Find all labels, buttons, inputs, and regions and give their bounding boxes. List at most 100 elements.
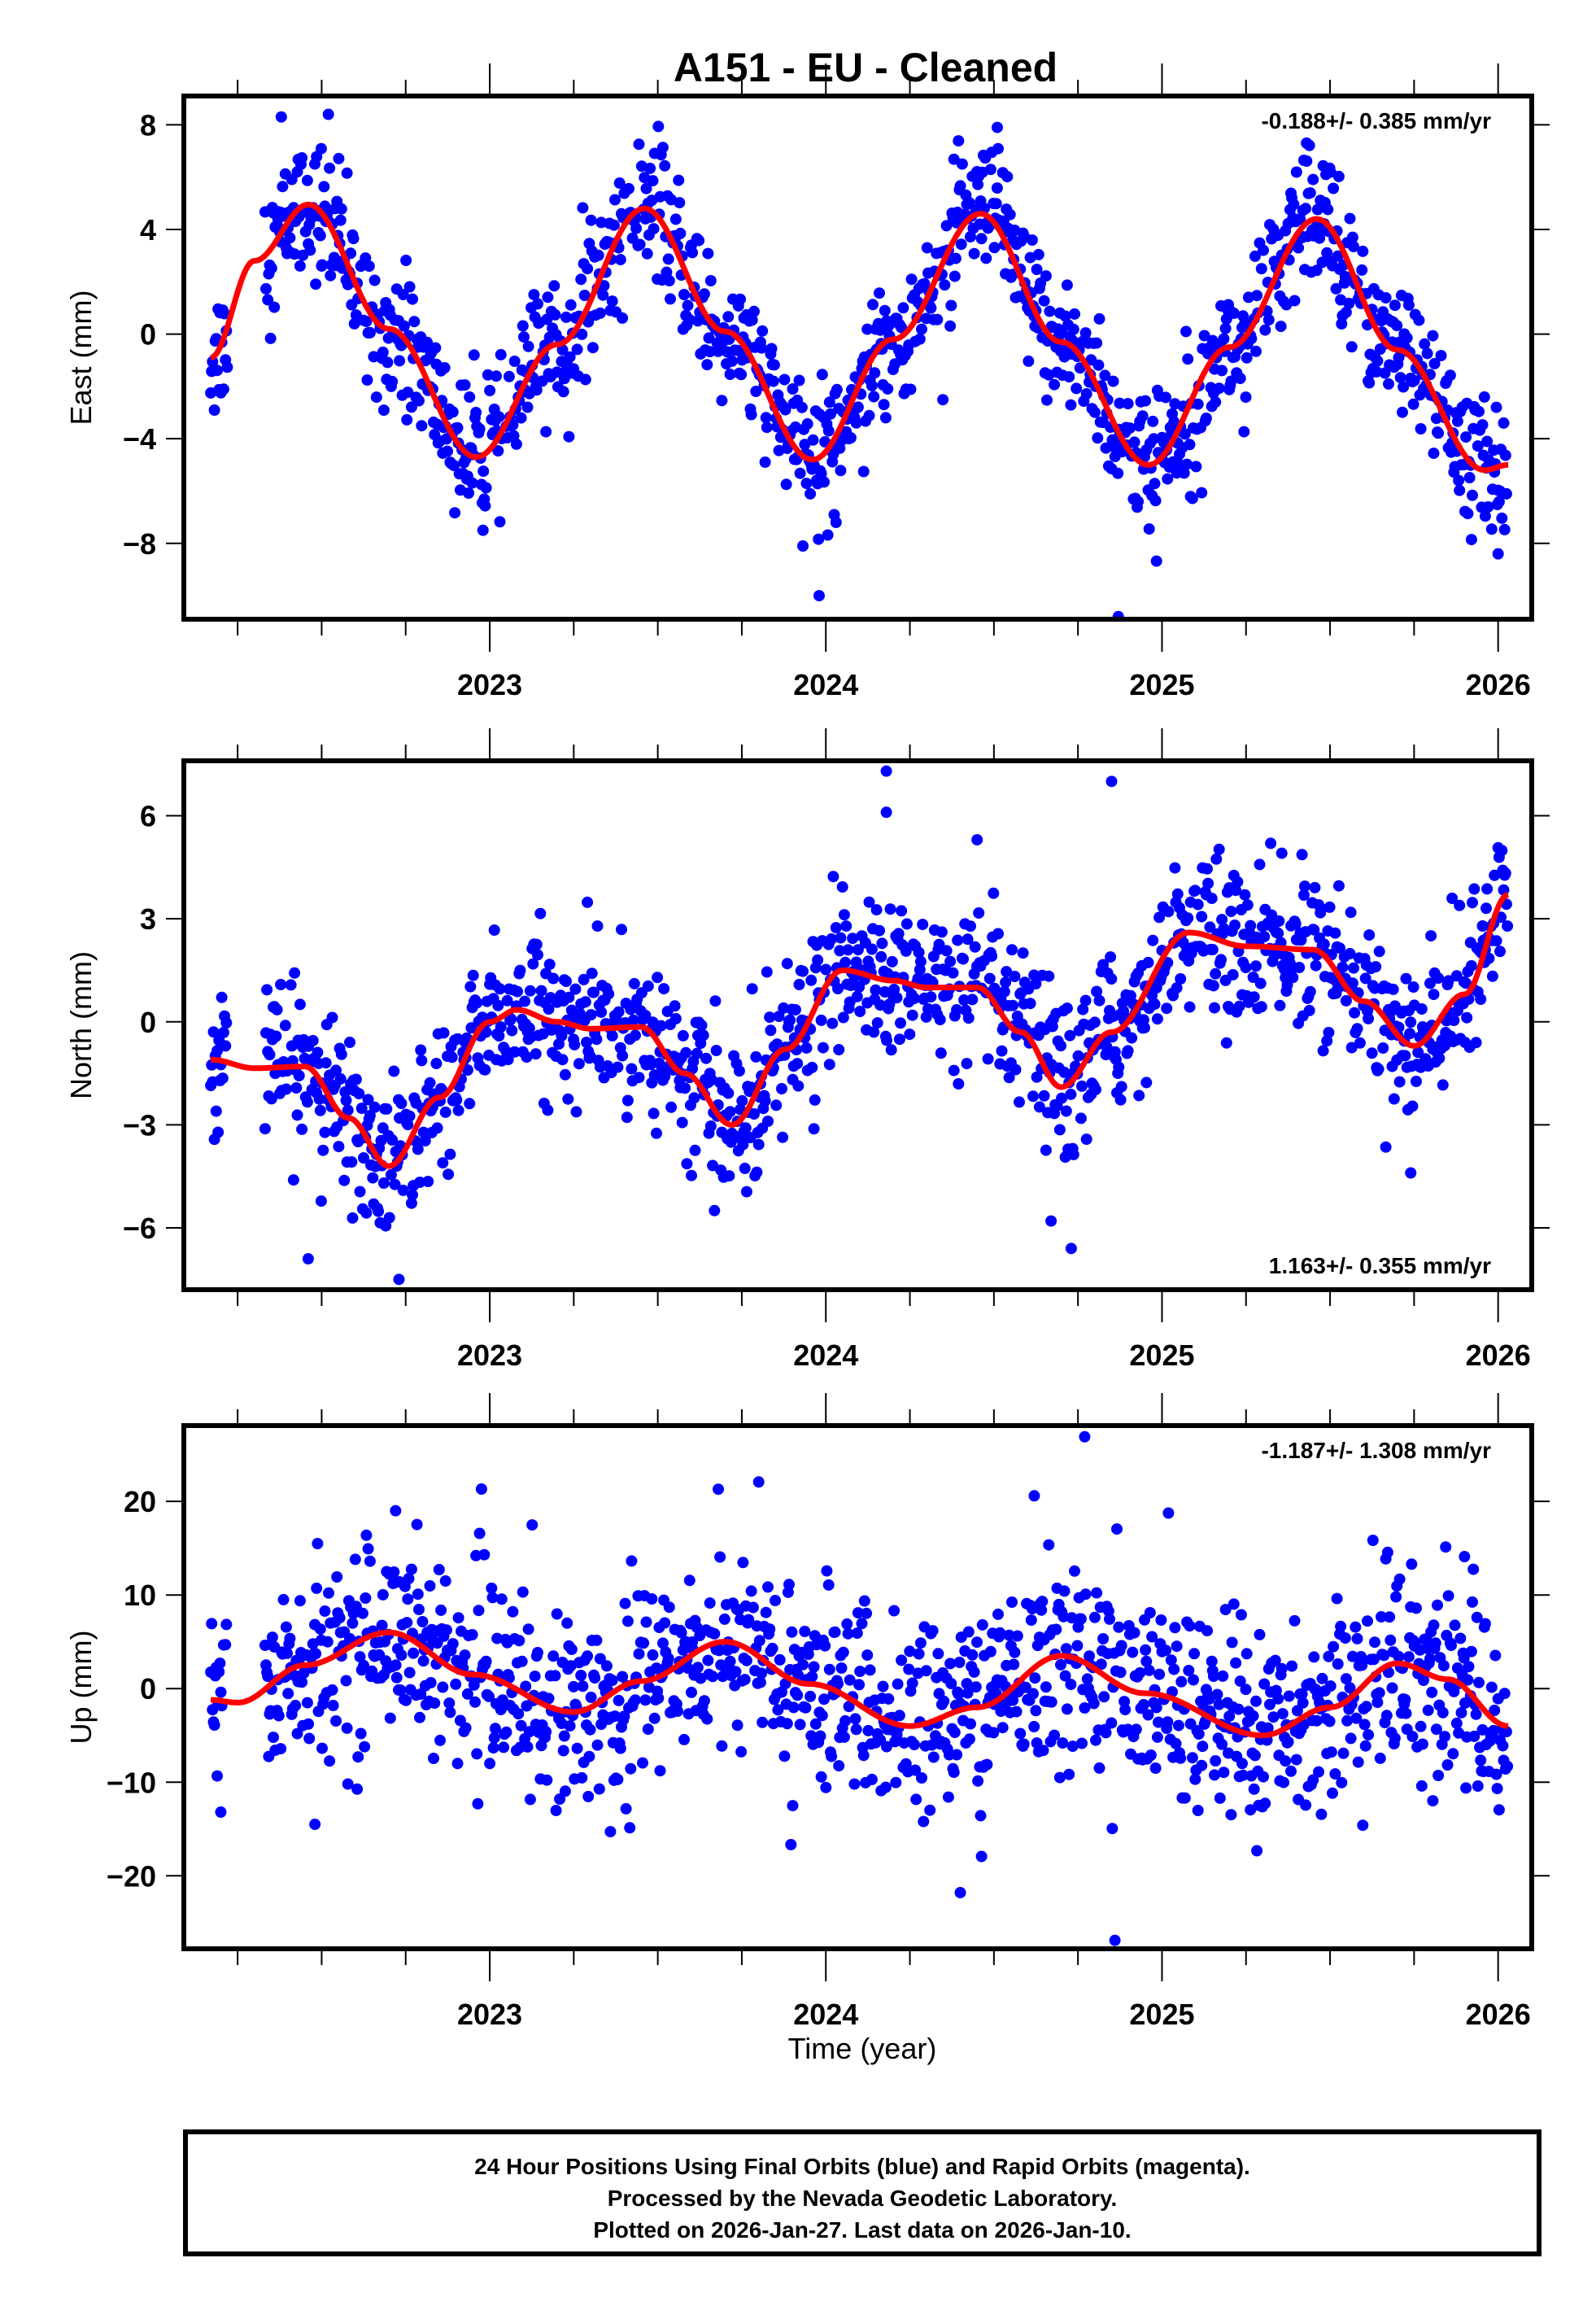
up-observation-point	[888, 1605, 900, 1617]
north-observation-point	[480, 1026, 492, 1038]
east-observation-point	[830, 517, 842, 528]
north-observation-point	[773, 1011, 785, 1023]
north-observation-point	[870, 984, 882, 996]
up-observation-point	[1184, 1620, 1196, 1632]
north-observation-point	[748, 1108, 760, 1120]
east-observation-point	[948, 270, 961, 282]
up-observation-point	[1267, 1711, 1280, 1723]
up-observations	[205, 1430, 1514, 1946]
north-x-tick-label: 2025	[1129, 1339, 1194, 1372]
up-observation-point	[565, 1644, 578, 1655]
up-observation-point	[384, 1712, 396, 1724]
up-observation-point	[1289, 1614, 1301, 1627]
up-observation-point	[854, 1666, 866, 1678]
up-observation-point	[403, 1666, 416, 1679]
north-observation-point	[1490, 935, 1502, 947]
up-observation-point	[1296, 1688, 1308, 1700]
east-observation-point	[284, 232, 296, 244]
east-observation-point	[797, 540, 809, 552]
north-observation-point	[1213, 843, 1225, 855]
north-observation-point	[330, 1064, 342, 1077]
up-observation-point	[416, 1616, 429, 1627]
east-observation-point	[1485, 523, 1498, 535]
up-observation-point	[1258, 1771, 1269, 1783]
north-observation-point	[275, 979, 287, 990]
north-observation-point	[800, 1042, 813, 1054]
north-observation-point	[1428, 989, 1440, 1001]
north-observation-point	[909, 993, 920, 1005]
up-observation-point	[1356, 1659, 1368, 1671]
north-observation-point	[961, 1058, 973, 1070]
east-observation-point	[746, 314, 758, 326]
up-observation-point	[648, 1712, 661, 1724]
up-observation-point	[303, 1732, 316, 1745]
north-observation-point	[665, 1101, 678, 1113]
north-observation-point	[1412, 1046, 1424, 1059]
north-observation-point	[492, 999, 504, 1011]
up-observation-point	[301, 1697, 313, 1709]
north-observation-point	[669, 1000, 681, 1012]
east-observation-point	[1428, 448, 1440, 460]
north-outlier-point	[1405, 1167, 1417, 1179]
up-observation-point	[613, 1694, 625, 1706]
up-observation-point	[1485, 1681, 1498, 1693]
north-observation-point	[1415, 1003, 1428, 1015]
north-observation-point	[1387, 983, 1399, 995]
east-observation-point	[955, 238, 967, 251]
up-observation-point	[1502, 1760, 1514, 1772]
up-observation-point	[1358, 1719, 1371, 1731]
north-observation-point	[645, 1059, 657, 1070]
north-observation-point	[452, 1104, 464, 1116]
up-observation-point	[1374, 1752, 1386, 1764]
up-model-curve	[209, 1629, 1510, 1739]
north-observation-point	[874, 924, 885, 937]
east-observation-point	[641, 247, 653, 260]
east-observation-point	[1430, 413, 1442, 425]
north-observation-point	[1113, 1061, 1125, 1073]
north-observation-point	[293, 1070, 305, 1081]
up-observation-point	[1371, 1697, 1384, 1709]
north-observation-point	[506, 1024, 518, 1037]
east-observation-point	[1059, 310, 1071, 322]
up-observation-point	[280, 1621, 292, 1633]
east-observation-point	[614, 254, 626, 266]
up-observation-point	[1165, 1654, 1177, 1666]
north-observation-point	[1207, 980, 1219, 992]
north-observation-point	[1105, 973, 1118, 985]
north-observation-point	[364, 1110, 376, 1121]
up-observation-point	[564, 1720, 576, 1732]
up-observation-point	[1393, 1573, 1406, 1585]
up-observation-point	[1237, 1769, 1249, 1781]
up-observation-point	[1357, 1819, 1369, 1832]
up-observation-point	[647, 1649, 659, 1661]
up-observation-point	[412, 1604, 425, 1615]
up-observation-point	[1090, 1734, 1101, 1746]
north-observation-point	[724, 1106, 736, 1118]
east-observation-point	[1389, 299, 1401, 312]
east-observation-point	[678, 289, 690, 300]
north-observation-point	[1079, 994, 1092, 1007]
north-observation-point	[1296, 849, 1308, 861]
north-observation-point	[789, 1004, 801, 1015]
north-observation-point	[460, 1032, 473, 1044]
up-observation-point	[1390, 1591, 1402, 1603]
east-observation-point	[438, 362, 451, 373]
north-observation-point	[1122, 1045, 1134, 1057]
north-observation-point	[1001, 966, 1013, 978]
north-observation-point	[1105, 951, 1117, 963]
up-observation-point	[618, 1710, 630, 1723]
north-observation-point	[444, 1148, 456, 1160]
up-observation-point	[785, 1839, 797, 1850]
up-observation-point	[568, 1680, 580, 1692]
north-observation-point	[1115, 1081, 1127, 1093]
up-observation-point	[1069, 1565, 1080, 1577]
up-observation-point	[1327, 1787, 1338, 1799]
up-observation-point	[909, 1739, 920, 1751]
north-observation-point	[881, 1034, 892, 1046]
east-observation-point	[447, 406, 459, 418]
up-observation-point	[822, 1579, 835, 1591]
up-observation-point	[1406, 1731, 1419, 1743]
up-observation-point	[971, 1636, 983, 1649]
up-observation-point	[395, 1649, 408, 1661]
up-observation-point	[1066, 1612, 1078, 1624]
